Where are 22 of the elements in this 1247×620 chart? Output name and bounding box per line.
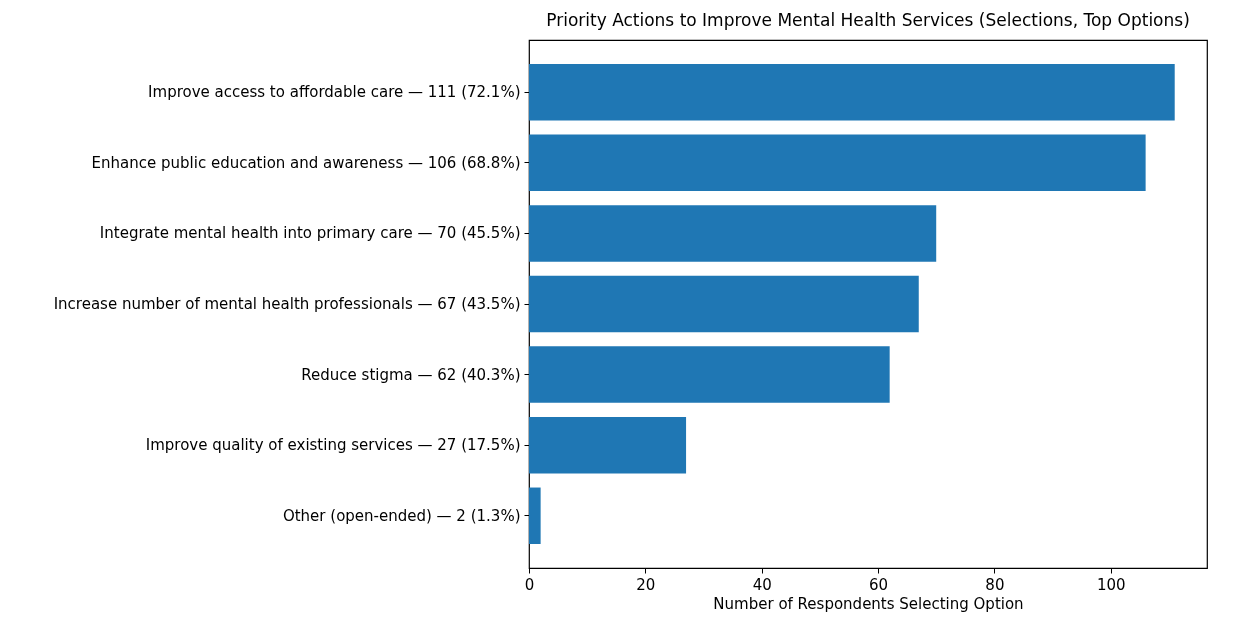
chart-title: Priority Actions to Improve Mental Health Services (Selections, Top Options) bbox=[546, 10, 1190, 30]
bar bbox=[529, 487, 541, 544]
bar bbox=[529, 134, 1146, 192]
bar bbox=[529, 205, 937, 262]
y-tick-label: Reduce stigma — 62 (40.3%) bbox=[301, 365, 521, 384]
x-tick-label: 100 bbox=[1096, 575, 1126, 594]
y-tick-label: Enhance public education and awareness — 106 (68.8%) bbox=[91, 153, 521, 172]
x-tick-label: 60 bbox=[868, 575, 889, 594]
bar bbox=[529, 346, 890, 403]
y-tick-label: Improve quality of existing services — 27 (17.5%) bbox=[145, 436, 521, 455]
x-tick-label: 20 bbox=[636, 575, 656, 594]
y-tick-label: Other (open-ended) — 2 (1.3%) bbox=[282, 506, 521, 525]
x-axis-title: Number of Respondents Selecting Option bbox=[713, 594, 1024, 613]
x-tick-label: 40 bbox=[752, 575, 772, 594]
bar bbox=[529, 416, 687, 474]
bar bbox=[529, 275, 919, 333]
y-tick-label: Increase number of mental health professionals — 67 (43.5%) bbox=[53, 295, 521, 313]
x-tick-label: 80 bbox=[985, 575, 1005, 594]
y-tick-label: Improve access to affordable care — 111 (72.1%) bbox=[148, 83, 521, 102]
x-tick-label: 0 bbox=[524, 575, 535, 594]
bar bbox=[529, 64, 1175, 121]
y-tick-label: Integrate mental health into primary care — 70 (45.5%) bbox=[99, 224, 521, 243]
